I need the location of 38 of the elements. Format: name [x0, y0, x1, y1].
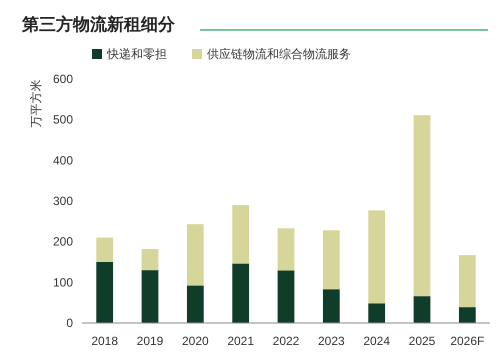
y-tick-label: 200: [52, 234, 74, 249]
x-tick-label: 2018: [91, 334, 118, 348]
x-tick-label: 2022: [272, 334, 300, 348]
bar: [414, 296, 430, 323]
x-tick-label: 2019: [136, 334, 164, 348]
x-tick-label: 2026F: [450, 334, 484, 348]
chart-title: 第三方物流新租细分: [21, 15, 176, 34]
bar: [96, 238, 114, 262]
x-tick-label: 2020: [182, 334, 210, 348]
bar: [278, 228, 294, 271]
y-axis-title: 万平方米: [29, 79, 43, 128]
y-tick-label: 400: [52, 153, 74, 168]
bar: [322, 230, 340, 290]
y-tick-label: 500: [52, 112, 74, 127]
bar: [232, 205, 250, 264]
bar: [142, 248, 158, 270]
bar: [368, 303, 386, 323]
bar: [186, 286, 204, 323]
y-tick-label: 0: [66, 316, 74, 330]
bar: [186, 224, 204, 286]
bar: [278, 270, 294, 323]
bar: [458, 307, 476, 323]
y-tick-label: 600: [52, 72, 74, 86]
bar: [414, 115, 430, 296]
y-tick-label: 300: [52, 194, 74, 208]
bar: [458, 255, 476, 308]
x-tick-label: 2021: [227, 334, 254, 348]
bar: [322, 289, 340, 323]
bar: [96, 262, 114, 323]
legend-label: 快递和零担: [106, 47, 167, 61]
x-tick-label: 2025: [408, 334, 436, 348]
x-tick-label: 2023: [318, 334, 346, 348]
y-tick-label: 100: [52, 275, 74, 290]
bar: [142, 270, 158, 323]
x-tick-label: 2024: [363, 334, 390, 348]
legend-label: 供应链物流和综合物流服务: [207, 47, 351, 61]
bar: [232, 264, 250, 323]
bar: [368, 210, 386, 304]
